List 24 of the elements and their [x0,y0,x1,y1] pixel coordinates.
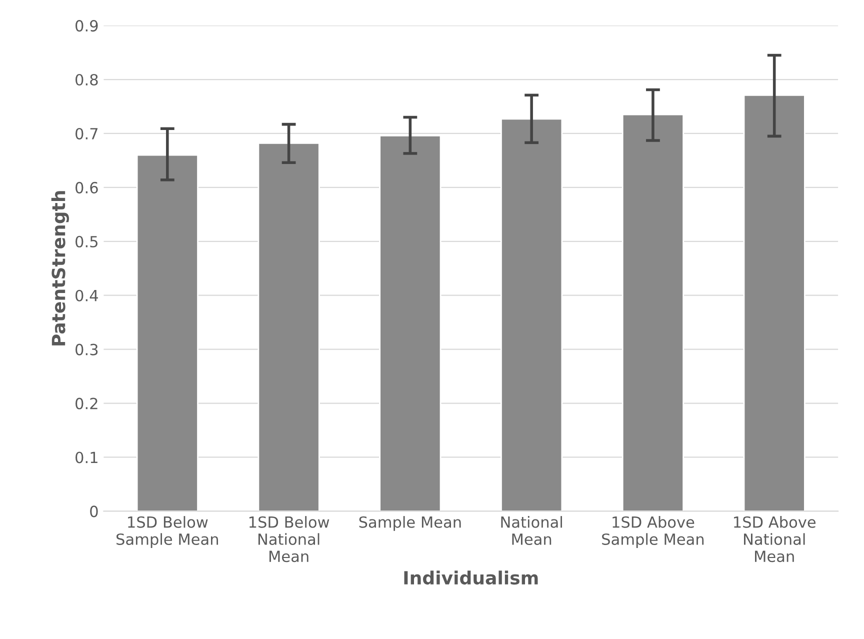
x-tick-label: 1SD Below Sample Mean [116,516,218,548]
y-tick-label: 0.9 [76,20,98,32]
bar [136,154,198,512]
x-tick-label: Sample Mean [359,516,461,531]
bar [258,142,320,512]
y-axis-title: PatentStrength [51,191,69,346]
bar [622,114,684,512]
bar [743,94,806,512]
y-tick-label: 0.4 [76,290,98,302]
y-tick-label: 0.3 [76,344,98,356]
x-axis-title: Individualism [404,570,538,585]
y-tick-label: 0.6 [76,182,98,194]
x-tick-label: National Mean [501,516,562,545]
y-tick-label: 0.5 [76,236,98,248]
bar [500,118,563,512]
y-tick-label: 0 [90,506,98,518]
x-tick-label: 1SD Below National Mean [249,516,330,562]
y-tick-label: 0.7 [76,128,98,140]
y-tick-label: 0.2 [76,398,98,410]
bar [379,134,442,512]
x-tick-label: 1SD Above Sample Mean [602,516,704,548]
y-tick-label: 0.8 [76,74,98,86]
y-tick-label: 0.1 [76,452,98,464]
x-tick-label: 1SD Above National Mean [734,516,816,562]
